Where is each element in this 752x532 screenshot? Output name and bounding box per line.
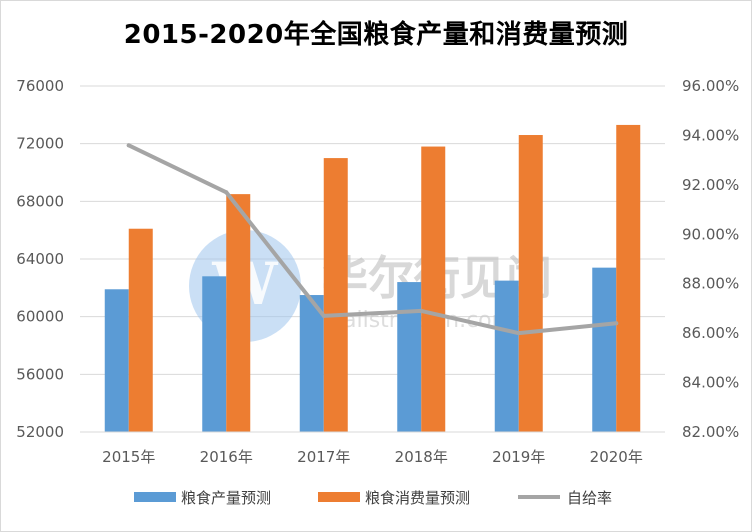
x-tick-label: 2017年 xyxy=(297,448,350,466)
legend-label-consumption: 粮食消费量预测 xyxy=(365,489,470,507)
x-tick-label: 2016年 xyxy=(200,448,253,466)
legend-label-ratio: 自给率 xyxy=(567,489,612,507)
legend-label-production: 粮食产量预测 xyxy=(181,489,271,507)
bar-consumption xyxy=(226,194,251,432)
y-right-tick-label: 90.00% xyxy=(682,225,739,243)
bar-consumption xyxy=(323,158,348,433)
bar-production xyxy=(299,295,324,432)
x-tick-label: 2018年 xyxy=(395,448,448,466)
x-tick-label: 2020年 xyxy=(590,448,643,466)
y-right-tick-label: 96.00% xyxy=(682,77,739,95)
y-right-tick-label: 94.00% xyxy=(682,126,739,144)
legend-swatch-consumption xyxy=(318,492,360,502)
bar-consumption xyxy=(128,228,153,432)
y-left-tick-label: 56000 xyxy=(16,365,64,383)
chart-title: 2015-2020年全国粮食产量和消费量预测 xyxy=(123,20,629,50)
y-right-tick-label: 92.00% xyxy=(682,176,739,194)
y-left-tick-label: 76000 xyxy=(16,77,64,95)
x-tick-label: 2015年 xyxy=(102,448,155,466)
bar-consumption xyxy=(421,146,446,433)
bar-consumption xyxy=(518,135,543,432)
bar-production xyxy=(397,282,422,432)
y-left-tick-label: 52000 xyxy=(16,423,64,441)
y-right-tick-label: 84.00% xyxy=(682,374,739,392)
y-right-tick-label: 86.00% xyxy=(682,324,739,342)
bar-production xyxy=(592,267,617,432)
y-left-tick-label: 64000 xyxy=(16,250,64,268)
x-tick-label: 2019年 xyxy=(492,448,545,466)
line-point xyxy=(614,321,619,326)
line-point xyxy=(126,143,131,148)
line-point xyxy=(321,313,326,318)
y-left-tick-label: 68000 xyxy=(16,192,64,210)
line-point xyxy=(224,190,229,195)
bar-production xyxy=(104,289,129,432)
y-right-tick-label: 82.00% xyxy=(682,423,739,441)
bar-consumption xyxy=(616,124,641,433)
bar-production xyxy=(202,276,227,432)
line-self-sufficiency xyxy=(126,143,619,336)
y-right-tick-label: 88.00% xyxy=(682,275,739,293)
bar-production xyxy=(494,280,519,432)
line-point xyxy=(516,331,521,336)
y-left-tick-label: 60000 xyxy=(16,308,64,326)
legend-swatch-production xyxy=(134,492,176,502)
line-point xyxy=(419,308,424,313)
y-left-tick-label: 72000 xyxy=(16,135,64,153)
